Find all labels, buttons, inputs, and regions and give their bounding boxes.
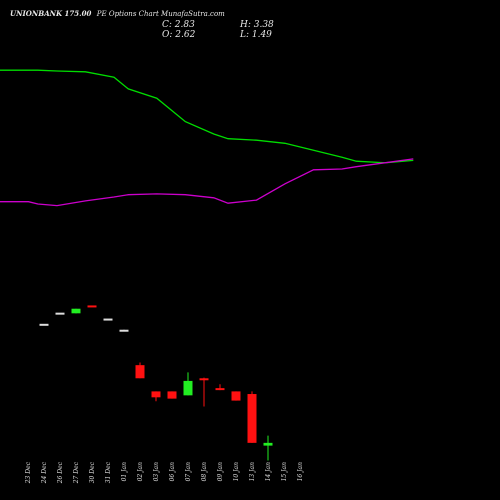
- candle-body: [119, 329, 129, 332]
- chart-symbol: UNIONBANK 175.00: [10, 9, 91, 18]
- x-tick-label: 13 Jan: [249, 462, 256, 482]
- x-tick-label: 15 Jan: [281, 462, 288, 482]
- candle-body: [135, 365, 145, 379]
- x-tick-label: 30 Dec: [89, 461, 96, 483]
- x-axis-ticks: 23 Dec 24 Dec 26 Dec 27 Dec 30 Dec 31 Dec 01 J…: [25, 461, 304, 484]
- chart-title: UNIONBANK 175.00 PE Options Chart Munafa…: [10, 9, 225, 18]
- band-lines: [0, 69, 414, 207]
- candle-body: [87, 305, 97, 308]
- chart-subtitle: PE Options Chart MunafaSutra.com: [96, 10, 225, 18]
- x-tick-label: 03 Jan: [153, 462, 160, 482]
- candle-body: [263, 442, 273, 446]
- x-tick-label: 23 Dec: [25, 461, 32, 484]
- candle-body: [151, 391, 161, 398]
- candle-body: [231, 391, 241, 401]
- candle-body: [183, 380, 193, 396]
- x-tick-label: 16 Jan: [297, 462, 304, 482]
- candle-body: [71, 308, 81, 314]
- x-tick-label: 10 Jan: [233, 462, 240, 482]
- upper-band-line: [0, 69, 414, 164]
- x-tick-label: 08 Jan: [201, 462, 208, 482]
- x-tick-label: 26 Dec: [57, 461, 64, 484]
- x-tick-label: 24 Dec: [41, 461, 48, 484]
- open-readout: O: 2.62: [162, 30, 196, 40]
- x-tick-label: 06 Jan: [169, 462, 176, 482]
- x-tick-label: 27 Dec: [73, 461, 80, 484]
- x-tick-label: 14 Jan: [265, 462, 272, 482]
- candle-body: [55, 312, 65, 315]
- candle-body: [199, 378, 209, 381]
- lower-band-line: [0, 158, 414, 207]
- candles: [39, 305, 273, 461]
- high-readout: H: 3.38: [239, 20, 274, 30]
- x-tick-label: 31 Dec: [105, 461, 112, 483]
- x-tick-label: 07 Jan: [185, 462, 192, 482]
- candle-body: [167, 391, 177, 399]
- x-tick-label: 02 Jan: [137, 462, 144, 482]
- candle-body: [103, 318, 113, 321]
- candle-body: [215, 388, 225, 391]
- low-readout: L: 1.49: [239, 30, 272, 40]
- x-tick-label: 01 Jan: [121, 462, 128, 482]
- x-tick-label: 09 Jan: [217, 462, 224, 482]
- close-readout: C: 2.83: [162, 20, 195, 30]
- candle-body: [39, 323, 49, 326]
- candle-body: [247, 394, 257, 443]
